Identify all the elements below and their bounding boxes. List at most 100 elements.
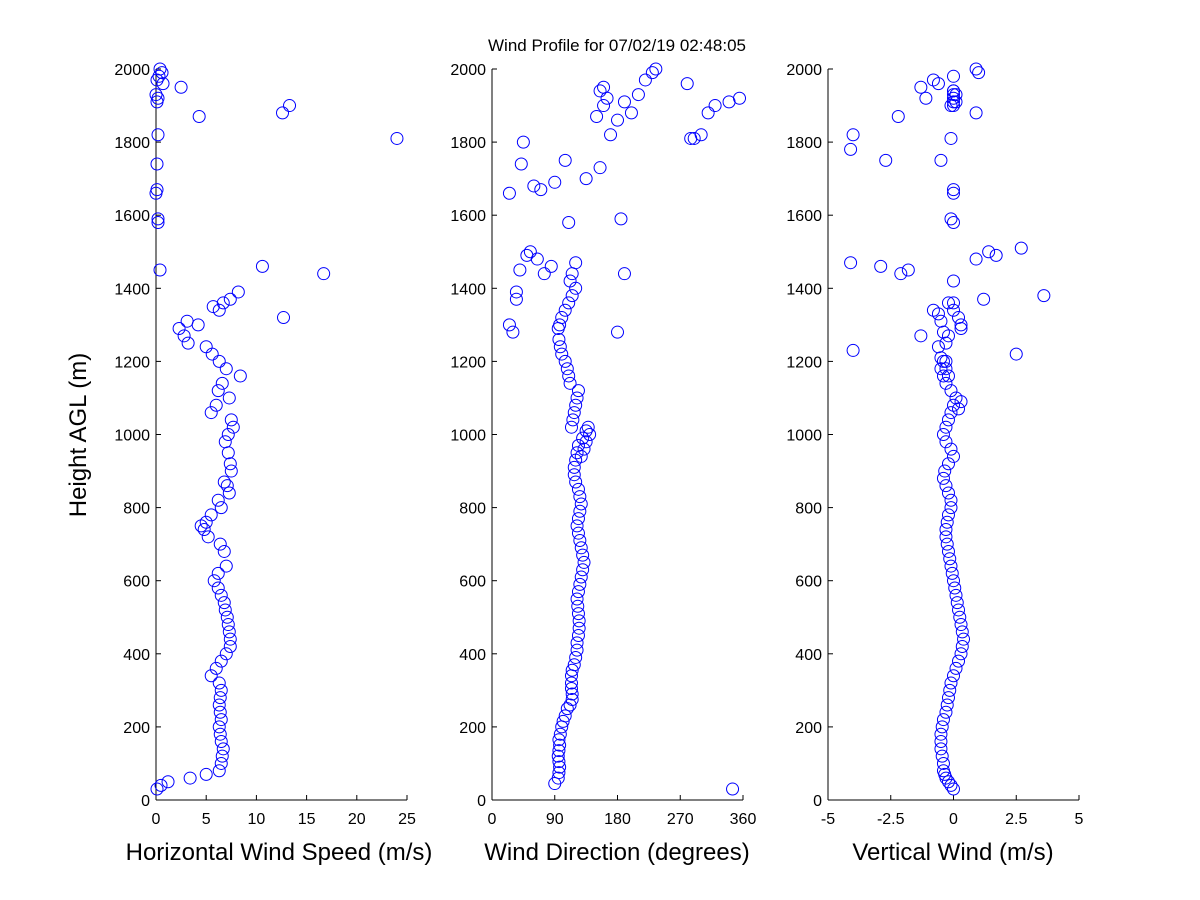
data-point — [216, 296, 230, 310]
y-tick-label: 1200 — [114, 354, 150, 371]
data-point — [209, 398, 223, 412]
data-point — [197, 523, 211, 537]
data-point — [969, 62, 983, 76]
data-point — [989, 248, 1003, 262]
data-point — [564, 682, 578, 696]
data-point — [573, 490, 587, 504]
y-tick-label: 800 — [795, 501, 822, 518]
data-point — [571, 526, 585, 540]
y-tick-label: 0 — [477, 793, 486, 810]
data-point — [939, 435, 953, 449]
data-point — [565, 663, 579, 677]
y-tick-label: 0 — [813, 793, 822, 810]
data-point — [943, 552, 957, 566]
data-point — [217, 475, 231, 489]
x-tick-label: 20 — [348, 811, 366, 828]
data-point — [214, 735, 228, 749]
data-point — [214, 756, 228, 770]
data-point — [894, 267, 908, 281]
data-point — [222, 625, 236, 639]
data-point — [954, 647, 968, 661]
data-point — [972, 66, 986, 80]
data-point — [944, 493, 958, 507]
data-point — [565, 289, 579, 303]
y-tick-label: 400 — [123, 647, 150, 664]
data-point — [569, 398, 583, 412]
data-point — [199, 340, 213, 354]
data-point — [509, 285, 523, 299]
data-point — [947, 186, 960, 200]
data-point — [947, 88, 960, 102]
data-point — [941, 369, 955, 383]
data-point — [523, 245, 537, 259]
data-point — [283, 99, 297, 113]
data-point — [201, 530, 215, 544]
data-point — [590, 110, 604, 124]
data-point — [726, 782, 740, 796]
data-point — [597, 80, 611, 94]
data-point — [593, 84, 607, 98]
data-point — [572, 621, 586, 635]
data-point — [572, 614, 586, 628]
data-point — [520, 248, 534, 262]
data-point — [597, 99, 611, 113]
y-tick-label: 2000 — [114, 62, 150, 79]
data-point — [934, 742, 948, 756]
data-point — [569, 256, 583, 270]
data-point — [934, 153, 948, 167]
data-point — [940, 537, 954, 551]
data-point — [934, 314, 948, 328]
data-point — [233, 369, 247, 383]
data-point — [952, 311, 966, 325]
y-tick-label: 1800 — [450, 135, 486, 152]
data-point — [947, 669, 960, 683]
data-point — [947, 274, 960, 288]
data-point — [276, 106, 290, 120]
data-point — [570, 446, 584, 460]
data-point — [183, 771, 197, 785]
y-tick-label: 800 — [123, 501, 150, 518]
data-point — [638, 73, 652, 87]
data-point — [844, 142, 858, 156]
data-point — [941, 296, 955, 310]
data-point — [947, 183, 960, 197]
data-point — [563, 376, 577, 390]
data-point — [944, 212, 958, 226]
data-point — [576, 548, 590, 562]
data-point — [571, 599, 585, 613]
data-point — [617, 95, 631, 109]
y-tick-label: 1400 — [786, 281, 822, 298]
data-point — [576, 431, 590, 445]
data-point — [944, 559, 958, 573]
data-point — [941, 508, 955, 522]
data-point — [150, 782, 164, 796]
data-point — [224, 464, 238, 478]
data-point — [206, 300, 220, 314]
data-point — [552, 755, 566, 769]
data-point — [553, 738, 567, 752]
y-tick-label: 1000 — [786, 428, 822, 445]
x-tick-label: 15 — [298, 811, 316, 828]
y-tick-label: 1600 — [450, 208, 486, 225]
data-point — [390, 131, 404, 145]
x-axis-title-vertical: Vertical Wind (m/s) — [852, 839, 1053, 866]
x-axis-title-direction: Wind Direction (degrees) — [484, 839, 749, 866]
data-point — [944, 778, 958, 792]
data-point — [944, 384, 958, 398]
data-point — [940, 515, 954, 529]
data-point — [947, 574, 960, 588]
data-point — [583, 428, 597, 441]
y-tick-label: 600 — [123, 574, 150, 591]
data-point — [949, 588, 963, 602]
data-point — [215, 749, 229, 763]
data-point — [954, 318, 968, 332]
data-point — [936, 471, 950, 485]
data-point — [192, 110, 206, 124]
data-point — [879, 153, 893, 167]
data-point — [573, 504, 587, 518]
data-point — [204, 508, 218, 522]
data-point — [953, 610, 967, 624]
data-point — [555, 347, 569, 361]
data-point — [509, 292, 523, 306]
data-point — [219, 559, 233, 573]
